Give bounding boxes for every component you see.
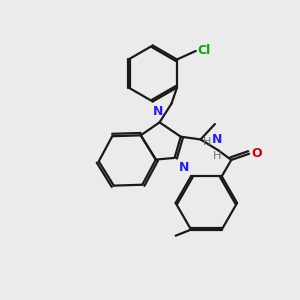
Text: H: H xyxy=(202,137,211,147)
Text: O: O xyxy=(252,147,262,160)
Text: N: N xyxy=(179,160,189,174)
Text: H: H xyxy=(212,151,221,161)
Text: N: N xyxy=(212,133,222,146)
Text: N: N xyxy=(153,105,164,118)
Text: Cl: Cl xyxy=(198,44,211,57)
